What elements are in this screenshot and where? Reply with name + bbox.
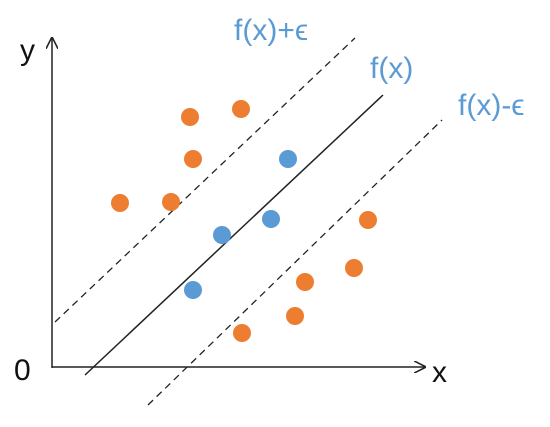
x-axis-label: x bbox=[432, 356, 447, 389]
regression-label: f(x) bbox=[370, 52, 413, 85]
point bbox=[184, 281, 202, 299]
lower-margin-label: f(x)-ϵ bbox=[458, 89, 525, 122]
point bbox=[181, 108, 199, 126]
point bbox=[359, 211, 377, 229]
point bbox=[262, 210, 280, 228]
point bbox=[279, 150, 297, 168]
blue-points bbox=[184, 150, 297, 299]
point bbox=[233, 324, 251, 342]
y-axis-label: y bbox=[20, 34, 35, 67]
point bbox=[286, 307, 304, 325]
upper-margin-line bbox=[54, 37, 356, 323]
lower-margin-line bbox=[147, 119, 443, 406]
point bbox=[296, 273, 314, 291]
point bbox=[111, 194, 129, 212]
origin-label: 0 bbox=[14, 354, 31, 387]
regression-line bbox=[84, 94, 384, 376]
point bbox=[184, 150, 202, 168]
point bbox=[232, 100, 250, 118]
point bbox=[345, 259, 363, 277]
orange-points bbox=[111, 100, 377, 342]
point bbox=[162, 193, 180, 211]
upper-margin-label: f(x)+ϵ bbox=[234, 14, 308, 47]
point bbox=[213, 226, 231, 244]
